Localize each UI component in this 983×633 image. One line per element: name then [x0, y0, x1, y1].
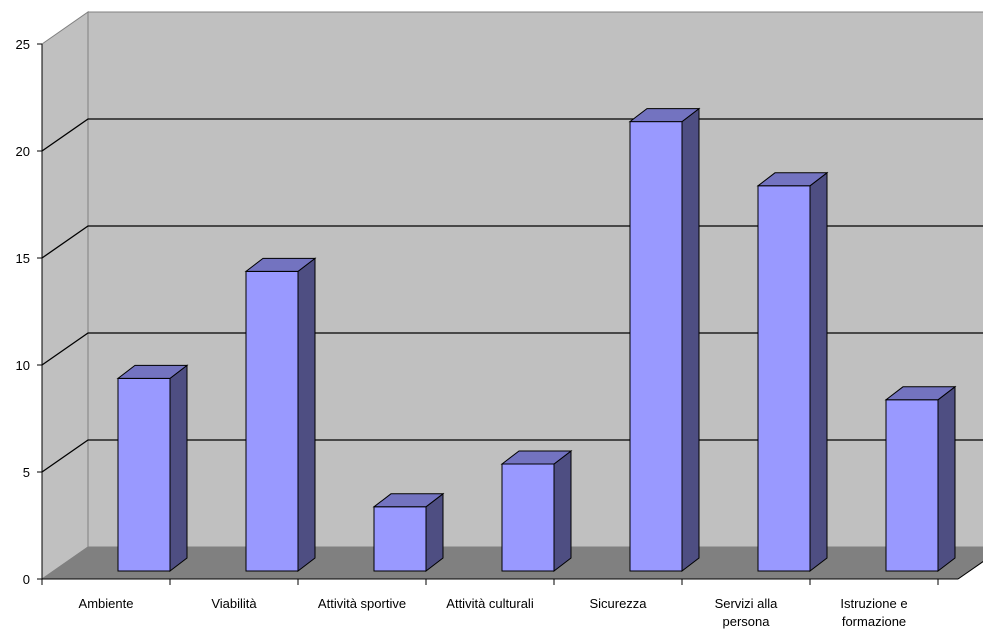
bar-5: [756, 171, 829, 573]
bar-top: [116, 364, 189, 379]
bar-side: [937, 385, 956, 573]
x-tick-label: Servizi alla persona: [715, 596, 779, 629]
bar-0: [116, 364, 189, 573]
bar-2: [372, 492, 445, 573]
x-axis-depth-line: [957, 560, 983, 580]
bar-front: [629, 121, 683, 572]
bar-top: [756, 172, 829, 187]
x-tick-label-line: Ambiente: [79, 596, 134, 611]
bar-front: [757, 185, 811, 572]
bar-side: [169, 364, 188, 573]
x-tick-label-line: Istruzione e: [840, 596, 907, 611]
bar-side: [297, 257, 316, 573]
bar-top: [500, 450, 573, 465]
bar-front: [885, 399, 939, 572]
bar-side: [553, 449, 572, 573]
labels: 0 5 10 15 20 25 Ambiente Viabilità Attività spor…: [16, 37, 908, 629]
x-tick-label-line: Attività sportive: [318, 596, 406, 611]
bar-3: [500, 449, 573, 573]
bar-side: [681, 107, 700, 573]
bar-side: [809, 171, 828, 573]
bar-4: [628, 107, 701, 573]
bar-front: [373, 506, 427, 572]
y-tick-label: 5: [23, 465, 30, 480]
x-tick-label-line: Viabilità: [211, 596, 257, 611]
bar-front: [245, 270, 299, 572]
x-tick-label: Istruzione e formazione: [840, 596, 907, 629]
y-tick-label: 10: [16, 358, 30, 373]
x-tick-label-line: formazione: [842, 614, 906, 629]
x-tick-label: Ambiente: [79, 596, 134, 611]
x-tick-label: Sicurezza: [589, 596, 647, 611]
x-tick-label-line: Servizi alla: [715, 596, 779, 611]
y-tick-label: 15: [16, 251, 30, 266]
x-tick-label: Attività sportive: [318, 596, 406, 611]
y-tick-label: 20: [16, 144, 30, 159]
axes: [37, 43, 983, 585]
bar-front: [501, 463, 555, 572]
bar-front: [117, 377, 171, 572]
bar-top: [628, 108, 701, 123]
x-tick-label-line: Attività culturali: [446, 596, 534, 611]
x-tick-label-line: persona: [723, 614, 771, 629]
x-tick-label-line: Sicurezza: [589, 596, 647, 611]
y-tick-label: 0: [23, 572, 30, 587]
bar-6: [884, 385, 957, 573]
bars: [116, 107, 957, 573]
bar-top: [884, 386, 957, 401]
bar-top: [244, 257, 317, 272]
y-tick-label: 25: [16, 37, 30, 52]
x-tick-label: Viabilità: [211, 596, 257, 611]
side-wall: [41, 11, 89, 580]
bar-1: [244, 257, 317, 573]
x-tick-label: Attività culturali: [446, 596, 534, 611]
bar-top: [372, 493, 445, 508]
